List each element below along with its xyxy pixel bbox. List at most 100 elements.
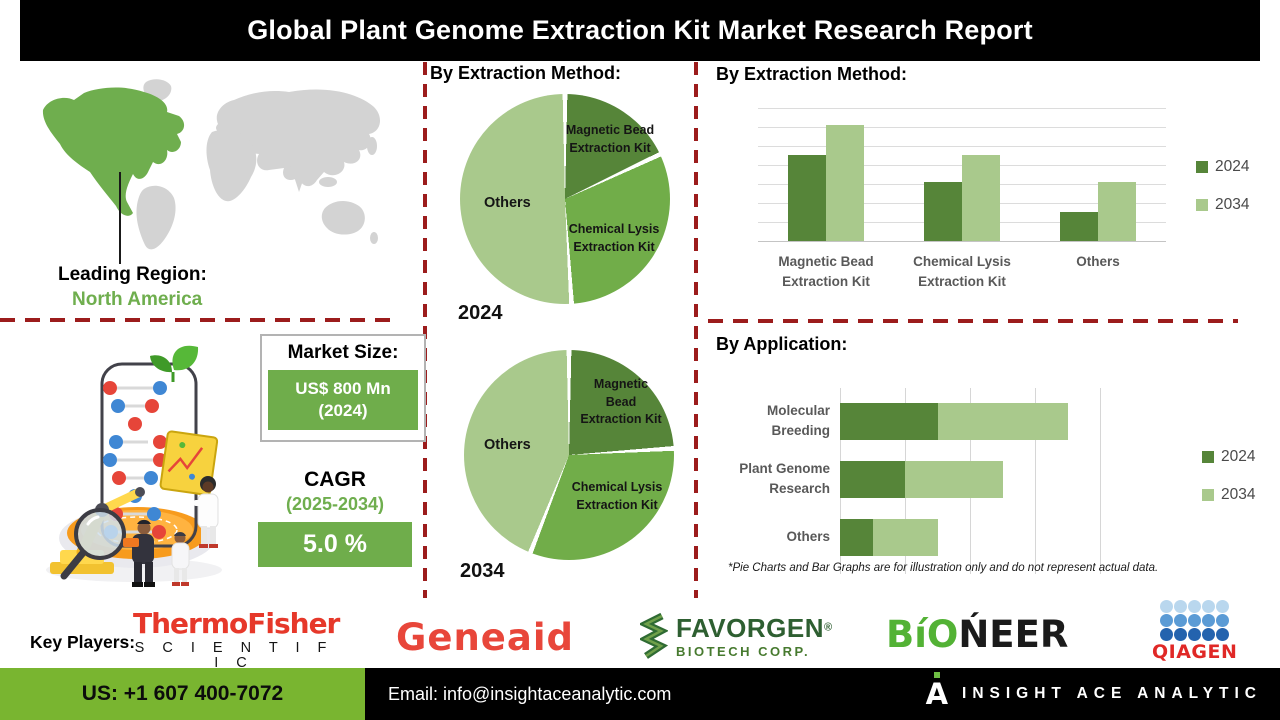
- qiagen-dot: [1215, 628, 1229, 641]
- bar-2024: [1060, 211, 1098, 241]
- scientist-center: [123, 519, 155, 587]
- pie1-label-chemical: Chemical Lysis Extraction Kit: [571, 480, 663, 512]
- qiagen-dot: [1173, 628, 1187, 641]
- qiagen-dot: [1187, 614, 1201, 627]
- geneaid-logo: Geneaid: [396, 616, 575, 659]
- bar-2034: [826, 125, 864, 241]
- bar-section-title: By Extraction Method:: [716, 64, 908, 84]
- qiagen-wordmark: QIAGEN: [1152, 641, 1238, 663]
- cagr-block: CAGR (2025-2034) 5.0 %: [258, 468, 412, 567]
- qiagen-dot: [1201, 600, 1215, 613]
- legend-item: 2034: [1202, 486, 1255, 504]
- qiagen-dot: [1187, 628, 1201, 641]
- qiagen-dot: [1215, 600, 1229, 613]
- qiagen-dot: [1201, 614, 1215, 627]
- app-category-label: Molecular Breeding: [766, 403, 830, 438]
- map-north-america: [42, 87, 185, 216]
- page-title: Global Plant Genome Extraction Kit Marke…: [247, 15, 1033, 45]
- app-segment-2024: [840, 460, 905, 498]
- leaf-icon: [150, 345, 199, 382]
- legend-label: 2034: [1215, 196, 1250, 213]
- magnifier: [60, 508, 126, 580]
- world-map: [42, 79, 381, 250]
- bar-2034: [962, 154, 1000, 241]
- map-eurasia: [216, 89, 381, 187]
- divider-left: [0, 318, 396, 322]
- cagr-value: 5.0 %: [258, 522, 412, 567]
- map-seasia: [319, 177, 337, 187]
- divider-mid-right: [694, 62, 698, 598]
- pie0-label-chemical: Chemical Lysis Extraction Kit: [568, 222, 660, 254]
- bar-category-label: Magnetic Bead Extraction Kit: [778, 254, 874, 289]
- favorgen-ribbon-icon: [640, 612, 668, 659]
- app-row: Molecular Breeding: [718, 392, 1198, 450]
- app-segment-2034: [937, 402, 1068, 440]
- pie1-label-others: Others: [484, 437, 531, 453]
- app-row: Plant Genome Research: [718, 450, 1198, 508]
- insight-ace-wordmark: INSIGHT ACE ANALYTIC: [962, 685, 1262, 702]
- footer-bar: US: +1 607 400-7072 Email: info@insighta…: [0, 668, 1280, 720]
- pie0-label-others: Others: [484, 195, 531, 211]
- cagr-label: CAGR: [304, 468, 366, 491]
- app-segment-2034: [905, 460, 1003, 498]
- legend-swatch: [1196, 161, 1208, 173]
- legend-label: 2034: [1221, 486, 1256, 503]
- bioneer-black-part: ŃEER: [958, 613, 1069, 656]
- bar-category-label: Others: [1076, 254, 1120, 269]
- pie0-label-magnetic: Magnetic Bead Extraction Kit: [565, 123, 655, 155]
- leading-region-value: North America: [72, 289, 203, 310]
- map-south-america: [136, 185, 176, 250]
- platform-dashes: [96, 516, 178, 544]
- market-size-box: Market Size: US$ 800 Mn (2024): [260, 334, 426, 443]
- region-pointer-line: [119, 172, 121, 264]
- bar-group: [894, 108, 1030, 241]
- legend-swatch: [1202, 451, 1214, 463]
- insight-ace-logo: A INSIGHT ACE ANALYTIC: [926, 668, 1262, 720]
- qiagen-dot: [1159, 600, 1173, 613]
- legend-item: 2024: [1202, 448, 1255, 466]
- thermo-fisher-logo: ThermoFisher S C I E N T I F I C: [133, 607, 340, 670]
- bar-category-labels: Magnetic Bead Extraction Kit Chemical Lys…: [758, 252, 1166, 291]
- qiagen-dot: [1187, 600, 1201, 613]
- pie1-year: 2034: [460, 560, 505, 582]
- bar-group: [758, 108, 894, 241]
- favorgen-subtitle: BIOTECH CORP.: [676, 643, 811, 659]
- legend-swatch: [1202, 489, 1214, 501]
- legend-item: 2024: [1196, 158, 1249, 176]
- qiagen-dot: [1173, 614, 1187, 627]
- disclaimer-text: *Pie Charts and Bar Graphs are for illus…: [728, 562, 1159, 574]
- qiagen-dot: [1201, 628, 1215, 641]
- pie0-year: 2024: [458, 302, 503, 324]
- bar-plot-area: [758, 108, 1166, 242]
- favorgen-logo: FAVORGEN® BIOTECH CORP.: [640, 612, 832, 660]
- application-chart-legend: 2024 2034: [1202, 448, 1255, 524]
- pie1-label-magnetic: Magnetic Bead Extraction Kit: [580, 377, 662, 426]
- divider-right: [708, 319, 1238, 323]
- dna-lab-illustration: [46, 345, 222, 587]
- key-players-label: Key Players:: [30, 632, 136, 652]
- bar-2034: [1098, 182, 1136, 241]
- app-bar: [840, 402, 1126, 440]
- map-australia: [321, 200, 365, 235]
- qiagen-dot-grid: [1152, 600, 1237, 642]
- email-text: Email: info@insightaceanalytic.com: [388, 683, 672, 704]
- bar-group: [1030, 108, 1166, 241]
- footer-phone-block: US: +1 607 400-7072: [0, 668, 365, 720]
- app-bar: [840, 460, 1126, 498]
- registered-mark: ®: [823, 621, 833, 634]
- app-category-label: Plant Genome Research: [739, 461, 830, 496]
- thermo-fisher-wordmark: ThermoFisher: [133, 607, 340, 640]
- legend-swatch: [1196, 199, 1208, 211]
- legend-label: 2024: [1215, 158, 1250, 175]
- application-section-title: By Application:: [716, 334, 848, 354]
- pie-section-title: By Extraction Method:: [430, 63, 622, 83]
- qiagen-logo: QIAGEN: [1152, 600, 1237, 663]
- phone-number: US: +1 607 400-7072: [81, 682, 284, 705]
- market-size-label: Market Size:: [287, 342, 399, 363]
- map-japan: [367, 137, 377, 155]
- app-bar: [840, 518, 1126, 556]
- app-rows: Molecular Breeding Plant Genome Research O…: [718, 388, 1198, 566]
- legend-label: 2024: [1221, 448, 1256, 465]
- bioneer-green-part: BíO: [886, 613, 959, 656]
